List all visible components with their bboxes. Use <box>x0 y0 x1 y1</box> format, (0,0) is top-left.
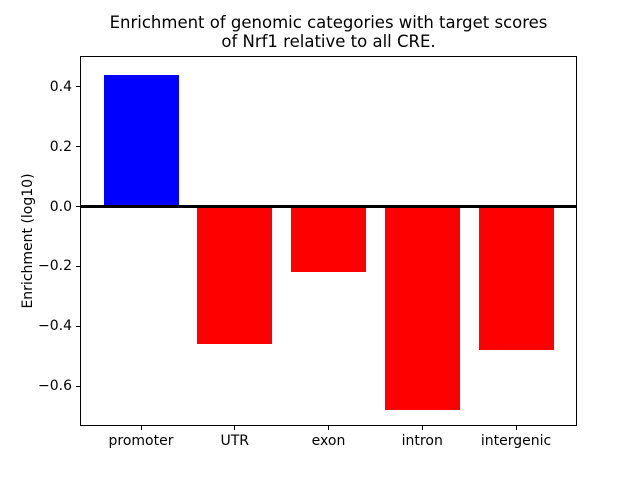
x-tick-label-exon: exon <box>311 433 346 449</box>
y-tick-mark <box>76 325 80 327</box>
x-tick-mark <box>234 426 236 430</box>
x-tick-label-UTR: UTR <box>220 433 250 449</box>
x-tick-mark <box>328 426 329 430</box>
y-tick-mark <box>76 385 80 387</box>
y-tick-mark <box>76 86 80 88</box>
bar-UTR <box>197 206 273 345</box>
x-tick-mark <box>140 426 142 430</box>
plot-area <box>80 56 577 426</box>
bar-exon <box>291 206 366 273</box>
y-tick-label: 0.0 <box>49 198 72 215</box>
x-tick-label-intergenic: intergenic <box>480 433 552 449</box>
x-tick-label-intron: intron <box>401 433 443 449</box>
y-tick-label: 0.4 <box>49 78 72 95</box>
y-tick-mark <box>76 146 80 148</box>
bar-intergenic <box>478 206 554 351</box>
x-tick-label-promoter: promoter <box>108 433 174 449</box>
y-tick-label: −0.4 <box>38 318 72 335</box>
y-tick-mark <box>76 265 80 267</box>
y-axis-label: Enrichment (log10) <box>20 173 36 309</box>
chart-title: Enrichment of genomic categories with ta… <box>109 13 548 52</box>
y-tick-mark <box>76 206 80 208</box>
x-tick-mark <box>421 426 423 430</box>
bar-promoter <box>103 74 179 207</box>
zero-line <box>81 205 576 209</box>
y-tick-label: −0.6 <box>38 378 72 395</box>
y-tick-label: −0.2 <box>38 258 72 275</box>
x-tick-mark <box>515 426 517 430</box>
bar-intron <box>384 206 460 411</box>
y-tick-label: 0.2 <box>49 138 72 155</box>
